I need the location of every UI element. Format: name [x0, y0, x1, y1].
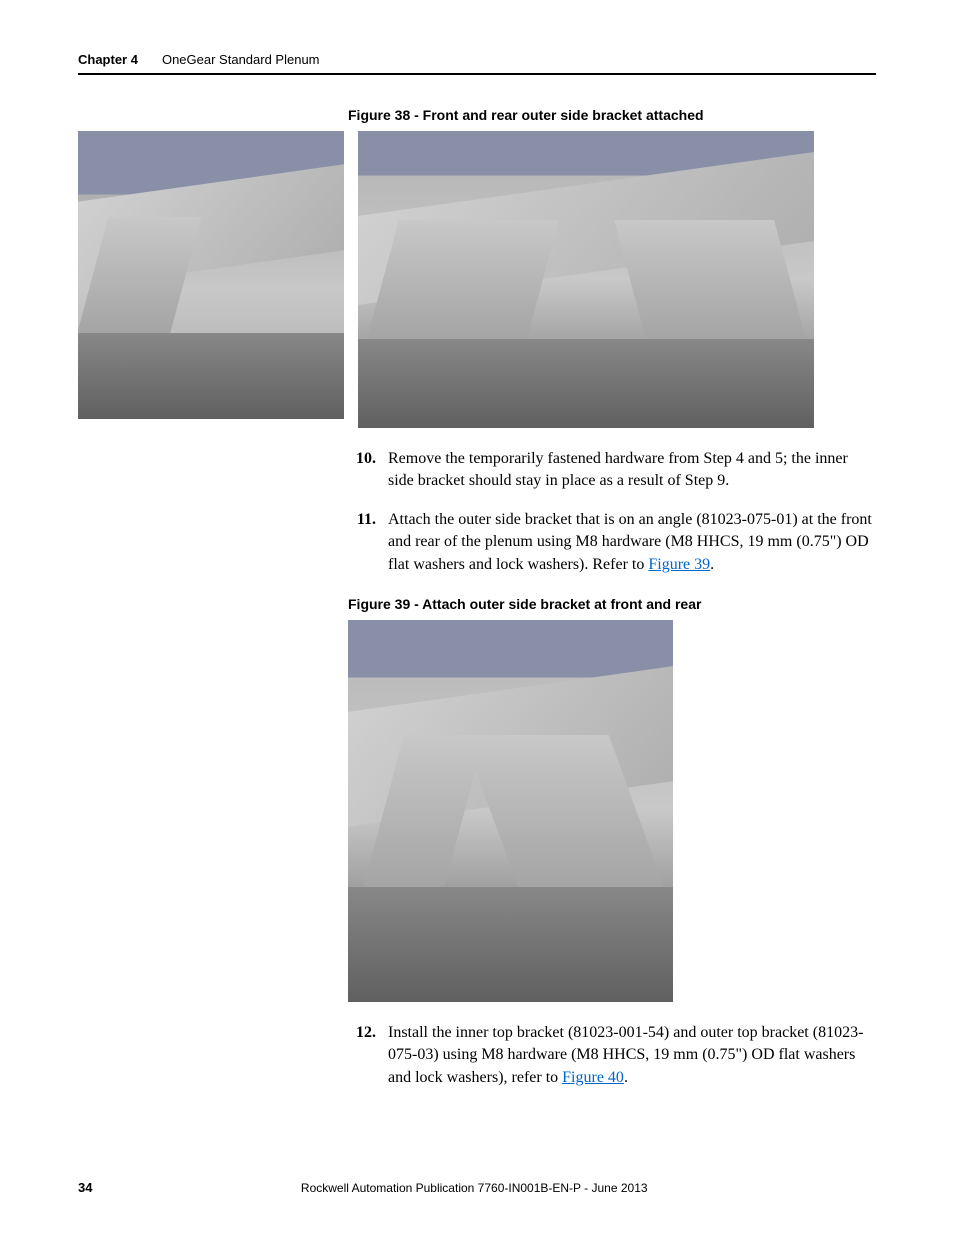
- publication-info: Rockwell Automation Publication 7760-IN0…: [92, 1181, 856, 1195]
- step-text: Attach the outer side bracket that is on…: [388, 509, 876, 576]
- step-number: 11.: [348, 509, 376, 576]
- step-number: 10.: [348, 448, 376, 493]
- step-text: Remove the temporarily fastened hardware…: [388, 448, 876, 493]
- step-10: 10. Remove the temporarily fastened hard…: [348, 448, 876, 493]
- figure-39-link[interactable]: Figure 39: [648, 556, 710, 573]
- instruction-steps-2: 12. Install the inner top bracket (81023…: [348, 1022, 876, 1089]
- chapter-label: Chapter 4: [78, 52, 138, 67]
- figure-38-right-render: [358, 131, 814, 428]
- main-content: Figure 38 - Front and rear outer side br…: [348, 107, 876, 1089]
- figure-38-images: [78, 131, 876, 428]
- step-number: 12.: [348, 1022, 376, 1089]
- step-text: Install the inner top bracket (81023-001…: [388, 1022, 876, 1089]
- figure-38-left-render: [78, 131, 344, 419]
- page-header: Chapter 4 OneGear Standard Plenum: [78, 52, 876, 75]
- figure-39-render: [348, 620, 673, 1002]
- page-number: 34: [78, 1180, 92, 1195]
- step-11: 11. Attach the outer side bracket that i…: [348, 509, 876, 576]
- page-footer: 34 Rockwell Automation Publication 7760-…: [78, 1180, 876, 1195]
- instruction-steps: 10. Remove the temporarily fastened hard…: [348, 448, 876, 576]
- step-text-after: .: [710, 556, 714, 573]
- chapter-title: OneGear Standard Plenum: [162, 52, 320, 67]
- figure-38-caption: Figure 38 - Front and rear outer side br…: [348, 107, 876, 123]
- figure-40-link[interactable]: Figure 40: [562, 1069, 624, 1086]
- figure-39-caption: Figure 39 - Attach outer side bracket at…: [348, 596, 876, 612]
- step-text-after: .: [624, 1069, 628, 1086]
- step-12: 12. Install the inner top bracket (81023…: [348, 1022, 876, 1089]
- step-text-before: Attach the outer side bracket that is on…: [388, 511, 872, 573]
